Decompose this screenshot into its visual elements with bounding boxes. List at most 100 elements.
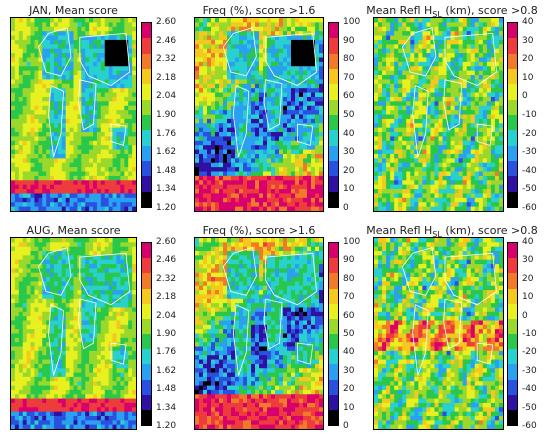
map-cell xyxy=(104,329,110,335)
map-cell xyxy=(307,153,312,159)
map-cell xyxy=(81,123,86,129)
map-cell xyxy=(14,110,20,116)
map-cell xyxy=(96,167,102,173)
map-cell xyxy=(53,329,59,335)
map-cell xyxy=(215,206,220,211)
map-cell xyxy=(470,57,476,63)
map-cell xyxy=(486,175,492,181)
map-cell xyxy=(478,101,484,107)
map-cell xyxy=(287,140,292,146)
map-cell xyxy=(219,44,224,50)
map-cell xyxy=(128,153,133,159)
map-cell xyxy=(34,66,39,72)
map-cell xyxy=(116,246,121,252)
map-cell xyxy=(227,180,232,186)
map-cell xyxy=(287,44,292,50)
map-cell xyxy=(120,132,125,138)
map-cell xyxy=(410,70,415,76)
map-cell xyxy=(402,180,407,186)
map-cell xyxy=(378,202,383,208)
map-cell xyxy=(271,184,276,190)
map-cell xyxy=(470,88,476,94)
map-cell xyxy=(438,31,444,37)
map-cell xyxy=(454,92,460,98)
map-cell xyxy=(390,48,395,54)
map-cell xyxy=(243,70,248,76)
map-cell xyxy=(398,48,403,54)
map-cell xyxy=(474,175,480,181)
map-cell xyxy=(267,18,272,23)
coastline xyxy=(38,27,72,77)
map-cell xyxy=(307,48,312,54)
map-cell xyxy=(50,79,55,85)
map-cell xyxy=(315,114,320,120)
map-cell xyxy=(251,167,256,173)
map-cell xyxy=(271,48,276,54)
map-cell xyxy=(255,136,260,142)
map-cell xyxy=(77,153,82,159)
map-cell xyxy=(446,75,452,81)
map-cell xyxy=(398,189,403,195)
map-cell xyxy=(81,180,86,186)
map-cell xyxy=(319,66,323,72)
map-cell xyxy=(251,136,256,142)
map-cell xyxy=(255,105,260,111)
map-cell xyxy=(34,255,39,261)
map-cell xyxy=(410,123,415,129)
map-cell xyxy=(434,70,440,76)
map-cell xyxy=(315,83,320,89)
map-cell xyxy=(81,251,86,256)
map-cell xyxy=(299,153,304,159)
map-cell xyxy=(11,251,16,256)
map-cell xyxy=(394,105,399,111)
map-cell xyxy=(227,189,232,195)
map-cell xyxy=(108,206,114,211)
map-cell xyxy=(255,180,260,186)
map-cell xyxy=(34,272,39,278)
map-cell xyxy=(73,105,79,111)
map-cell xyxy=(295,88,300,94)
map-cell xyxy=(14,324,20,330)
map-cell xyxy=(402,31,407,37)
map-cell xyxy=(69,251,75,256)
map-cell xyxy=(199,184,204,190)
map-cell xyxy=(231,61,236,67)
map-cell xyxy=(406,110,411,116)
map-cell xyxy=(89,88,94,94)
map-cell xyxy=(382,206,387,211)
map-cell xyxy=(430,167,436,173)
map-cell xyxy=(418,202,423,208)
map-cell xyxy=(458,61,464,67)
map-cell xyxy=(42,281,47,287)
map-cell xyxy=(299,158,304,164)
map-cell xyxy=(69,110,75,116)
map-cell xyxy=(207,180,212,186)
map-cell xyxy=(251,61,256,67)
map-cell xyxy=(128,316,133,322)
map-cell xyxy=(50,88,55,94)
map-cell xyxy=(227,153,232,159)
map-cell xyxy=(81,294,86,300)
map-cell xyxy=(207,35,212,41)
map-cell xyxy=(474,70,480,76)
map-cell xyxy=(438,184,444,190)
map-cell xyxy=(203,175,208,181)
map-cell xyxy=(93,202,98,208)
map-cell xyxy=(22,26,28,32)
map-cell xyxy=(199,175,204,181)
map-cell xyxy=(251,70,256,76)
map-cell xyxy=(398,44,403,50)
map-cell xyxy=(231,180,236,186)
map-cell xyxy=(307,57,312,63)
map-cell xyxy=(57,18,63,23)
map-cell xyxy=(85,44,90,50)
map-cell xyxy=(299,206,304,211)
map-cell xyxy=(438,26,444,32)
map-cell xyxy=(18,153,24,159)
map-cell xyxy=(100,70,106,76)
map-cell xyxy=(295,96,300,102)
map-cell xyxy=(311,132,316,138)
map-cell xyxy=(42,153,47,159)
colorbar-segment xyxy=(142,161,151,178)
map-cell xyxy=(478,105,484,111)
